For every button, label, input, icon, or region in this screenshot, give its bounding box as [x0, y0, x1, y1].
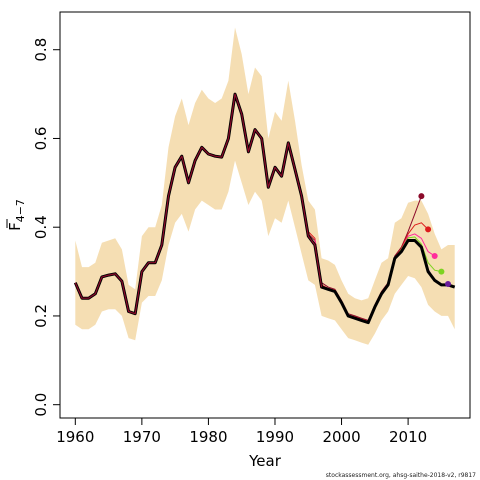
retro-series-end-point: [418, 193, 425, 200]
footer-credit: stockassessment.org, ahsg-saithe-2018-v2…: [326, 472, 476, 479]
svg-text:F4−7: F4−7: [6, 199, 27, 231]
y-axis: 0.0 0.2 0.4 0.6 0.8: [32, 38, 60, 417]
y-tick-label: 0.2: [32, 304, 50, 328]
confidence-band-layer: [75, 27, 455, 345]
confidence-band: [75, 27, 455, 345]
y-axis-title-subscript: 4−7: [14, 199, 27, 222]
x-tick-label: 2000: [322, 428, 360, 446]
y-tick-label: 0.4: [32, 215, 50, 239]
plot-frame: [59, 11, 471, 419]
x-tick-label: 1990: [256, 428, 294, 446]
x-tick-label: 1980: [189, 428, 227, 446]
retro-series-end-point: [445, 281, 451, 287]
y-axis-title-main: F: [6, 222, 24, 231]
x-axis-title: Year: [248, 452, 282, 470]
x-axis: 1960 1970 1980 1990 2000 2010: [56, 418, 427, 446]
y-tick-label: 0.6: [32, 127, 50, 151]
main-series-overlay-line: [74, 93, 323, 315]
retro-series-end-point: [431, 253, 438, 259]
marker-layer: [418, 193, 451, 287]
x-tick-label: 1970: [123, 428, 161, 446]
retro-series-end-point: [425, 226, 432, 233]
y-tick-label: 0.0: [32, 393, 50, 417]
x-tick-label: 2010: [389, 428, 427, 446]
retro-series-end-point: [438, 268, 445, 275]
y-tick-label: 0.8: [32, 38, 50, 62]
y-axis-title: F4−7: [6, 199, 27, 231]
x-tick-label: 1960: [56, 428, 94, 446]
series-layer: [73, 92, 456, 325]
